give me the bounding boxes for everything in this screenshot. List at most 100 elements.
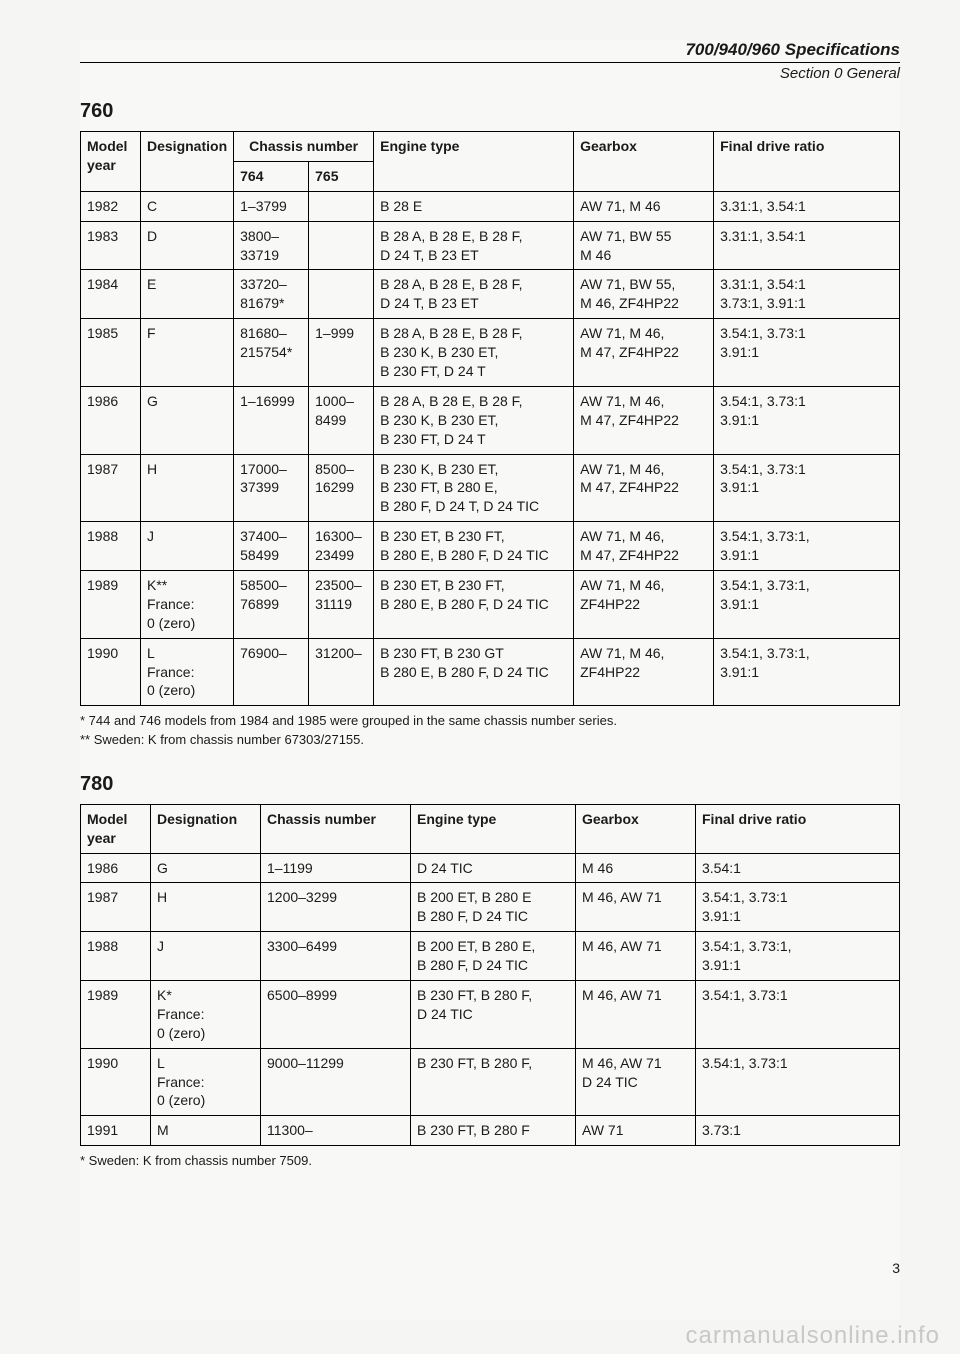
th-final-780: Final drive ratio bbox=[696, 804, 900, 853]
cell-des: G bbox=[151, 853, 261, 883]
cell-final: 3.54:1, 3.73:1, 3.91:1 bbox=[714, 571, 900, 639]
cell-year: 1985 bbox=[81, 319, 141, 387]
cell-gb: M 46, AW 71 bbox=[576, 883, 696, 932]
header-rule bbox=[80, 62, 900, 63]
th-final: Final drive ratio bbox=[714, 132, 900, 192]
table-row: 1986G1–1199D 24 TICM 463.54:1 bbox=[81, 853, 900, 883]
cell-eng: B 28 A, B 28 E, B 28 F, D 24 T, B 23 ET bbox=[374, 221, 574, 270]
cell-c765: 16300– 23499 bbox=[309, 522, 374, 571]
cell-year: 1982 bbox=[81, 191, 141, 221]
cell-gb: AW 71, M 46, M 47, ZF4HP22 bbox=[574, 454, 714, 522]
table-row: 1990L France: 0 (zero)76900–31200–B 230 … bbox=[81, 638, 900, 706]
cell-cn: 1200–3299 bbox=[261, 883, 411, 932]
cell-des: D bbox=[141, 221, 234, 270]
cell-eng: B 28 A, B 28 E, B 28 F, D 24 T, B 23 ET bbox=[374, 270, 574, 319]
table-row: 1991M11300–B 230 FT, B 280 FAW 713.73:1 bbox=[81, 1116, 900, 1146]
table-row: 1990L France: 0 (zero)9000–11299B 230 FT… bbox=[81, 1048, 900, 1116]
cell-gb: AW 71, M 46, ZF4HP22 bbox=[574, 571, 714, 639]
cell-des: G bbox=[141, 386, 234, 454]
cell-final: 3.31:1, 3.54:1 bbox=[714, 191, 900, 221]
cell-c764: 3800– 33719 bbox=[234, 221, 309, 270]
cell-year: 1988 bbox=[81, 932, 151, 981]
watermark: carmanualsonline.info bbox=[686, 1322, 940, 1350]
cell-year: 1987 bbox=[81, 454, 141, 522]
cell-eng: B 230 ET, B 230 FT, B 280 E, B 280 F, D … bbox=[374, 522, 574, 571]
table-row: 1988J3300–6499B 200 ET, B 280 E, B 280 F… bbox=[81, 932, 900, 981]
cell-des: E bbox=[141, 270, 234, 319]
th-designation: Designation bbox=[141, 132, 234, 192]
cell-des: K** France: 0 (zero) bbox=[141, 571, 234, 639]
footnote-760: * 744 and 746 models from 1984 and 1985 … bbox=[80, 712, 900, 748]
cell-final: 3.73:1 bbox=[696, 1116, 900, 1146]
cell-year: 1986 bbox=[81, 386, 141, 454]
cell-gb: AW 71 bbox=[576, 1116, 696, 1146]
cell-year: 1983 bbox=[81, 221, 141, 270]
th-designation-780: Designation bbox=[151, 804, 261, 853]
th-gearbox-780: Gearbox bbox=[576, 804, 696, 853]
cell-c764: 81680– 215754* bbox=[234, 319, 309, 387]
cell-eng: B 230 FT, B 280 F bbox=[411, 1116, 576, 1146]
heading-760: 760 bbox=[80, 100, 900, 123]
cell-c764: 58500– 76899 bbox=[234, 571, 309, 639]
cell-c765 bbox=[309, 221, 374, 270]
cell-eng: B 230 FT, B 280 F, bbox=[411, 1048, 576, 1116]
table-row: 1984E33720– 81679*B 28 A, B 28 E, B 28 F… bbox=[81, 270, 900, 319]
cell-year: 1990 bbox=[81, 638, 141, 706]
cell-final: 3.54:1, 3.73:1 3.91:1 bbox=[714, 319, 900, 387]
cell-c765: 31200– bbox=[309, 638, 374, 706]
th-gearbox: Gearbox bbox=[574, 132, 714, 192]
th-chassis-780: Chassis number bbox=[261, 804, 411, 853]
cell-final: 3.31:1, 3.54:1 bbox=[714, 221, 900, 270]
section-label: Section 0 General bbox=[80, 65, 900, 82]
th-year: Model year bbox=[81, 132, 141, 192]
cell-c764: 76900– bbox=[234, 638, 309, 706]
cell-c765 bbox=[309, 191, 374, 221]
cell-final: 3.54:1 bbox=[696, 853, 900, 883]
table-row: 1985F81680– 215754*1–999B 28 A, B 28 E, … bbox=[81, 319, 900, 387]
cell-eng: D 24 TIC bbox=[411, 853, 576, 883]
th-765: 765 bbox=[309, 161, 374, 191]
cell-final: 3.54:1, 3.73:1, 3.91:1 bbox=[696, 932, 900, 981]
cell-des: L France: 0 (zero) bbox=[151, 1048, 261, 1116]
cell-cn: 6500–8999 bbox=[261, 980, 411, 1048]
cell-gb: AW 71, M 46, M 47, ZF4HP22 bbox=[574, 319, 714, 387]
cell-c764: 17000– 37399 bbox=[234, 454, 309, 522]
cell-des: M bbox=[151, 1116, 261, 1146]
cell-year: 1991 bbox=[81, 1116, 151, 1146]
cell-eng: B 230 ET, B 230 FT, B 280 E, B 280 F, D … bbox=[374, 571, 574, 639]
cell-cn: 9000–11299 bbox=[261, 1048, 411, 1116]
cell-year: 1988 bbox=[81, 522, 141, 571]
cell-c765: 1000– 8499 bbox=[309, 386, 374, 454]
cell-gb: M 46 bbox=[576, 853, 696, 883]
cell-c765: 8500– 16299 bbox=[309, 454, 374, 522]
cell-des: K* France: 0 (zero) bbox=[151, 980, 261, 1048]
cell-final: 3.54:1, 3.73:1 3.91:1 bbox=[714, 454, 900, 522]
cell-des: J bbox=[141, 522, 234, 571]
th-chassis: Chassis number bbox=[234, 132, 374, 162]
cell-eng: B 230 FT, B 280 F, D 24 TIC bbox=[411, 980, 576, 1048]
cell-eng: B 230 K, B 230 ET, B 230 FT, B 280 E, B … bbox=[374, 454, 574, 522]
cell-eng: B 28 A, B 28 E, B 28 F, B 230 K, B 230 E… bbox=[374, 386, 574, 454]
cell-final: 3.54:1, 3.73:1 3.91:1 bbox=[714, 386, 900, 454]
footnote-780: * Sweden: K from chassis number 7509. bbox=[80, 1152, 900, 1170]
page-number: 3 bbox=[80, 1260, 900, 1276]
cell-gb: M 46, AW 71 D 24 TIC bbox=[576, 1048, 696, 1116]
table-780: Model year Designation Chassis number En… bbox=[80, 804, 900, 1146]
cell-gb: M 46, AW 71 bbox=[576, 932, 696, 981]
cell-final: 3.54:1, 3.73:1, 3.91:1 bbox=[714, 638, 900, 706]
table-row: 1989K* France: 0 (zero)6500–8999B 230 FT… bbox=[81, 980, 900, 1048]
cell-des: C bbox=[141, 191, 234, 221]
cell-gb: M 46, AW 71 bbox=[576, 980, 696, 1048]
cell-eng: B 28 A, B 28 E, B 28 F, B 230 K, B 230 E… bbox=[374, 319, 574, 387]
cell-gb: AW 71, M 46 bbox=[574, 191, 714, 221]
doc-title: 700/940/960 Specifications bbox=[80, 40, 900, 60]
cell-cn: 1–1199 bbox=[261, 853, 411, 883]
cell-year: 1986 bbox=[81, 853, 151, 883]
cell-year: 1987 bbox=[81, 883, 151, 932]
cell-des: L France: 0 (zero) bbox=[141, 638, 234, 706]
cell-final: 3.31:1, 3.54:1 3.73:1, 3.91:1 bbox=[714, 270, 900, 319]
cell-cn: 3300–6499 bbox=[261, 932, 411, 981]
cell-final: 3.54:1, 3.73:1 3.91:1 bbox=[696, 883, 900, 932]
th-year-780: Model year bbox=[81, 804, 151, 853]
cell-des: F bbox=[141, 319, 234, 387]
